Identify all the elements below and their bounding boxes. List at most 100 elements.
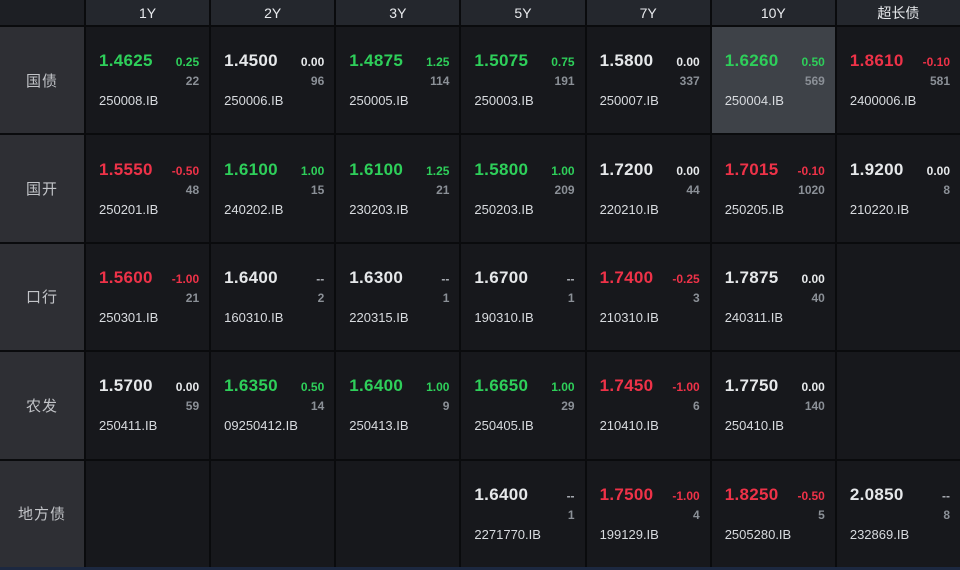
trade-count: 9 [442, 399, 450, 414]
yield-cell-local-gov-3y[interactable] [336, 460, 460, 567]
yield-value: 1.6100 [349, 159, 404, 179]
yield-cell-cdb-5y[interactable]: 1.5800 1.00 209 250203.IB [461, 135, 585, 242]
yield-cell-adbc-1y[interactable]: 1.5700 0.00 59 250411.IB [86, 352, 210, 459]
yield-cell-treasury-10y[interactable]: 1.6260 0.50 569 250004.IB [711, 27, 835, 134]
change-value: -- [942, 488, 950, 503]
trade-count: 15 [310, 182, 325, 197]
bond-code: 210410.IB [599, 418, 659, 434]
yield-value: 1.7500 [599, 484, 654, 504]
bond-code: 250201.IB [99, 201, 159, 217]
yield-cell-cdb-2y[interactable]: 1.6100 1.00 15 240202.IB [211, 135, 335, 242]
yield-cell-adbc-ultra-long[interactable] [836, 352, 960, 459]
bond-code: 250004.IB [724, 93, 784, 109]
bond-code: 250006.IB [224, 93, 284, 109]
trade-count: 6 [693, 399, 700, 414]
yield-cell-exim-2y[interactable]: 1.6400 -- 2 160310.IB [211, 243, 335, 351]
yield-cell-adbc-10y[interactable]: 1.7750 0.00 140 250410.IB [711, 352, 835, 459]
bond-code: 2505280.IB [724, 526, 792, 542]
bond-code: 160310.IB [224, 309, 284, 325]
yield-cell-local-gov-ultra-long[interactable]: 2.0850 -- 8 232869.IB [836, 460, 960, 567]
yield-value: 1.6400 [349, 376, 404, 396]
yield-cell-adbc-7y[interactable]: 1.7450 -1.00 6 210410.IB [586, 352, 710, 459]
trade-count: 40 [811, 290, 825, 305]
yield-cell-treasury-7y[interactable]: 1.5800 0.00 337 250007.IB [586, 27, 710, 134]
yield-cell-exim-3y[interactable]: 1.6300 -- 1 220315.IB [336, 243, 460, 351]
yield-value: 1.5550 [99, 159, 153, 179]
yield-cell-adbc-3y[interactable]: 1.6400 1.00 9 250413.IB [336, 352, 460, 459]
tenor-header-7y: 7Y [586, 0, 710, 25]
yield-cell-exim-1y[interactable]: 1.5600 -1.00 21 250301.IB [86, 243, 210, 351]
yield-cell-treasury-1y[interactable]: 1.4625 0.25 22 250008.IB [86, 27, 210, 134]
yield-cell-exim-ultra-long[interactable] [836, 243, 960, 351]
yield-value: 1.5700 [99, 376, 153, 396]
bond-code: 250301.IB [99, 309, 159, 325]
change-value: 1.00 [426, 380, 450, 395]
yield-cell-cdb-7y[interactable]: 1.7200 0.00 44 220210.IB [586, 135, 710, 242]
trade-count: 8 [943, 507, 950, 522]
tenor-header-5y: 5Y [461, 0, 585, 25]
trade-count: 8 [943, 182, 950, 197]
yield-value: 1.4500 [224, 51, 278, 71]
bond-code: 199129.IB [599, 526, 659, 542]
yield-cell-treasury-ultra-long[interactable]: 1.8610 -0.10 581 2400006.IB [836, 27, 960, 134]
tenor-header-3y: 3Y [336, 0, 460, 25]
trade-count: 21 [436, 182, 450, 197]
trade-count: 1020 [798, 182, 825, 197]
trade-count: 5 [818, 507, 825, 522]
yield-value: 1.6350 [224, 376, 278, 396]
tenor-header-10y: 10Y [711, 0, 835, 25]
bond-code: 220210.IB [599, 201, 659, 217]
bond-type-label-cdb: 国开 [0, 135, 84, 242]
change-value: 0.00 [676, 163, 700, 178]
yield-cell-local-gov-5y[interactable]: 1.6400 -- 1 2271770.IB [461, 460, 585, 567]
yield-cell-exim-5y[interactable]: 1.6700 -- 1 190310.IB [461, 243, 585, 351]
yield-cell-treasury-2y[interactable]: 1.4500 0.00 96 250006.IB [211, 27, 335, 134]
change-value: 0.50 [300, 380, 325, 395]
bond-code: 250410.IB [724, 418, 784, 434]
bond-code: 09250412.IB [224, 418, 298, 434]
yield-cell-local-gov-7y[interactable]: 1.7500 -1.00 4 199129.IB [586, 460, 710, 567]
yield-cell-cdb-10y[interactable]: 1.7015 -0.10 1020 250205.IB [711, 135, 835, 242]
yield-cell-treasury-5y[interactable]: 1.5075 0.75 191 250003.IB [461, 27, 585, 134]
change-value: 0.00 [175, 380, 200, 395]
change-value: -0.50 [797, 488, 825, 503]
yield-value: 1.5800 [599, 51, 654, 71]
yield-value: 1.7400 [599, 267, 654, 287]
yield-value: 1.7450 [599, 376, 654, 396]
change-value: 0.00 [801, 271, 825, 286]
change-value: 0.75 [551, 55, 575, 70]
yield-cell-adbc-5y[interactable]: 1.6650 1.00 29 250405.IB [461, 352, 585, 459]
trade-count: 29 [561, 399, 575, 414]
bond-code: 250413.IB [349, 418, 409, 434]
bottom-accent-bar [0, 567, 960, 570]
yield-cell-exim-7y[interactable]: 1.7400 -0.25 3 210310.IB [586, 243, 710, 351]
yield-cell-cdb-3y[interactable]: 1.6100 1.25 21 230203.IB [336, 135, 460, 242]
change-value: -- [566, 271, 575, 286]
yield-cell-local-gov-2y[interactable] [211, 460, 335, 567]
yield-cell-cdb-ultra-long[interactable]: 1.9200 0.00 8 210220.IB [836, 135, 960, 242]
yield-cell-exim-10y[interactable]: 1.7875 0.00 40 240311.IB [711, 243, 835, 351]
change-value: -- [316, 271, 325, 286]
bond-code: 210310.IB [599, 309, 659, 325]
change-value: -0.10 [922, 55, 950, 70]
yield-cell-treasury-3y[interactable]: 1.4875 1.25 114 250005.IB [336, 27, 460, 134]
bond-type-label-exim: 口行 [0, 243, 84, 351]
change-value: -- [441, 271, 450, 286]
yield-value: 1.8250 [724, 484, 779, 504]
trade-count: 191 [554, 74, 575, 89]
yield-cell-adbc-2y[interactable]: 1.6350 0.50 14 09250412.IB [211, 352, 335, 459]
yield-value: 1.6300 [349, 267, 404, 287]
yield-cell-cdb-1y[interactable]: 1.5550 -0.50 48 250201.IB [86, 135, 210, 242]
trade-count: 209 [554, 182, 575, 197]
tenor-header-2y: 2Y [211, 0, 335, 25]
bond-code: 230203.IB [349, 201, 409, 217]
yield-cell-local-gov-10y[interactable]: 1.8250 -0.50 5 2505280.IB [711, 460, 835, 567]
bond-type-label-local-gov: 地方债 [0, 460, 84, 567]
change-value: -1.00 [672, 488, 700, 503]
change-value: 0.00 [801, 380, 825, 395]
bond-code: 250203.IB [474, 201, 534, 217]
yield-cell-local-gov-1y[interactable] [86, 460, 210, 567]
trade-count: 1 [567, 290, 575, 305]
